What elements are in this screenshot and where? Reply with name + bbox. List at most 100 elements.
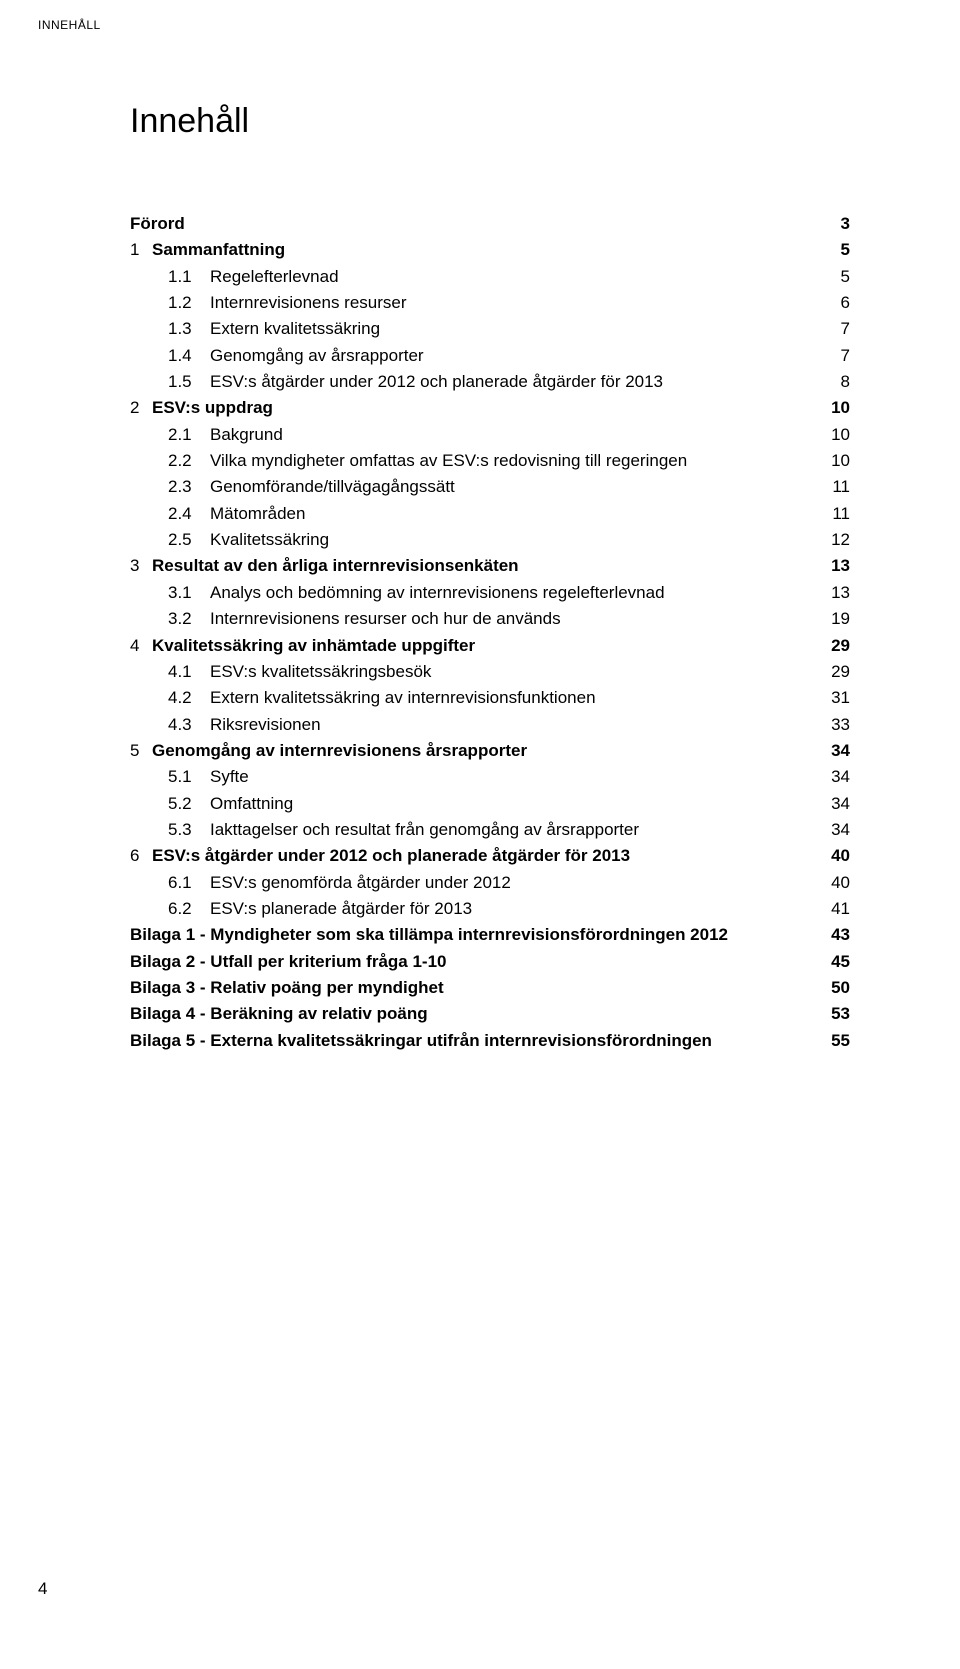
toc-entry: 2.1Bakgrund10 bbox=[130, 422, 850, 448]
toc-entry-number: 1.4 bbox=[168, 343, 210, 369]
toc-entry: Bilaga 4 - Beräkning av relativ poäng53 bbox=[130, 1001, 850, 1027]
toc-entry-page: 13 bbox=[829, 580, 850, 606]
toc-entry-page: 12 bbox=[829, 527, 850, 553]
toc-entry-text: Bilaga 4 - Beräkning av relativ poäng bbox=[130, 1004, 428, 1023]
toc-entry-label: 4.1ESV:s kvalitetssäkringsbesök bbox=[168, 659, 431, 685]
toc-entry-text: Extern kvalitetssäkring av internrevisio… bbox=[210, 688, 596, 707]
toc-entry-label: 5.2Omfattning bbox=[168, 791, 293, 817]
toc-entry: 2.2Vilka myndigheter omfattas av ESV:s r… bbox=[130, 448, 850, 474]
toc-entry: 2ESV:s uppdrag 10 bbox=[130, 395, 850, 421]
toc-entry: 1.4Genomgång av årsrapporter 7 bbox=[130, 343, 850, 369]
toc-entry-label: 6.1ESV:s genomförda åtgärder under 2012 bbox=[168, 870, 511, 896]
toc-entry-label: 2.1Bakgrund bbox=[168, 422, 283, 448]
toc-entry-text: ESV:s planerade åtgärder för 2013 bbox=[210, 899, 472, 918]
toc-entry-number: 1.2 bbox=[168, 290, 210, 316]
toc-entry-page: 45 bbox=[829, 949, 850, 975]
toc-entry-page: 55 bbox=[829, 1028, 850, 1054]
toc-entry: 2.5Kvalitetssäkring 12 bbox=[130, 527, 850, 553]
toc-entry-page: 34 bbox=[829, 791, 850, 817]
toc-entry: Bilaga 5 - Externa kvalitetssäkringar ut… bbox=[130, 1028, 850, 1054]
toc-entry-page: 41 bbox=[829, 896, 850, 922]
toc-entry-text: Förord bbox=[130, 214, 185, 233]
toc-entry: 5.1Syfte34 bbox=[130, 764, 850, 790]
toc-entry-number: 2 bbox=[130, 395, 152, 421]
toc-entry-label: 3.1Analys och bedömning av internrevisio… bbox=[168, 580, 665, 606]
toc-entry-page: 50 bbox=[829, 975, 850, 1001]
toc-entry-number: 2.1 bbox=[168, 422, 210, 448]
toc-entry-label: 3.2Internrevisionens resurser och hur de… bbox=[168, 606, 561, 632]
toc-entry-number: 4.1 bbox=[168, 659, 210, 685]
toc-entry-label: 2.4Mätområden bbox=[168, 501, 305, 527]
toc-entry-text: Bilaga 3 - Relativ poäng per myndighet bbox=[130, 978, 444, 997]
toc-entry: 4.1ESV:s kvalitetssäkringsbesök 29 bbox=[130, 659, 850, 685]
toc-entry: 4Kvalitetssäkring av inhämtade uppgifter… bbox=[130, 633, 850, 659]
toc-entry: 3.1Analys och bedömning av internrevisio… bbox=[130, 580, 850, 606]
toc-entry-text: Internrevisionens resurser bbox=[210, 293, 407, 312]
toc-entry: 1.5ESV:s åtgärder under 2012 och planera… bbox=[130, 369, 850, 395]
toc-entry: 1.2Internrevisionens resurser6 bbox=[130, 290, 850, 316]
toc-entry-number: 5.1 bbox=[168, 764, 210, 790]
toc-entry-page: 7 bbox=[839, 316, 850, 342]
toc-entry-number: 5.3 bbox=[168, 817, 210, 843]
toc-entry-label: 6.2ESV:s planerade åtgärder för 2013 bbox=[168, 896, 472, 922]
toc-entry-label: 5.1Syfte bbox=[168, 764, 249, 790]
toc-entry-number: 6.1 bbox=[168, 870, 210, 896]
toc-entry-label: Bilaga 3 - Relativ poäng per myndighet bbox=[130, 975, 444, 1001]
toc-entry: Bilaga 3 - Relativ poäng per myndighet 50 bbox=[130, 975, 850, 1001]
toc-entry-label: 1.2Internrevisionens resurser bbox=[168, 290, 407, 316]
toc-entry-text: Omfattning bbox=[210, 794, 293, 813]
toc-entry-page: 31 bbox=[829, 685, 850, 711]
toc-entry-text: Genomförande/tillvägagångssätt bbox=[210, 477, 455, 496]
toc-entry-page: 11 bbox=[830, 474, 850, 500]
toc-entry-number: 1.1 bbox=[168, 264, 210, 290]
toc-entry: 3.2Internrevisionens resurser och hur de… bbox=[130, 606, 850, 632]
toc-entry-page: 33 bbox=[829, 712, 850, 738]
toc-entry-text: Vilka myndigheter omfattas av ESV:s redo… bbox=[210, 451, 687, 470]
toc-entry-text: Bilaga 1 - Myndigheter som ska tillämpa … bbox=[130, 925, 728, 944]
toc-entry-page: 8 bbox=[839, 369, 850, 395]
toc-entry-number: 6 bbox=[130, 843, 152, 869]
toc-entry: 5.2Omfattning 34 bbox=[130, 791, 850, 817]
toc-entry-number: 3.1 bbox=[168, 580, 210, 606]
toc-entry-text: Bilaga 2 - Utfall per kriterium fråga 1-… bbox=[130, 952, 447, 971]
page-title: Innehåll bbox=[130, 102, 850, 141]
toc-entry-label: 2ESV:s uppdrag bbox=[130, 395, 273, 421]
toc-entry-label: 5.3Iakttagelser och resultat från genomg… bbox=[168, 817, 639, 843]
toc-entry-number: 1.5 bbox=[168, 369, 210, 395]
toc-entry-label: Bilaga 4 - Beräkning av relativ poäng bbox=[130, 1001, 428, 1027]
toc-entry-page: 7 bbox=[839, 343, 850, 369]
toc-entry-number: 2.2 bbox=[168, 448, 210, 474]
toc-entry: 6ESV:s åtgärder under 2012 och planerade… bbox=[130, 843, 850, 869]
toc-entry: 4.2Extern kvalitetssäkring av internrevi… bbox=[130, 685, 850, 711]
toc-entry-number: 3.2 bbox=[168, 606, 210, 632]
toc-entry: Bilaga 1 - Myndigheter som ska tillämpa … bbox=[130, 922, 850, 948]
toc-entry-text: ESV:s åtgärder under 2012 och planerade … bbox=[152, 846, 630, 865]
toc-entry-label: 3Resultat av den årliga internrevisionse… bbox=[130, 553, 519, 579]
toc-entry: 4.3Riksrevisionen 33 bbox=[130, 712, 850, 738]
toc-entry-number: 2.3 bbox=[168, 474, 210, 500]
running-head: INNEHÅLL bbox=[0, 0, 960, 32]
toc-entry-text: Iakttagelser och resultat från genomgång… bbox=[210, 820, 639, 839]
toc-entry-page: 3 bbox=[839, 211, 850, 237]
toc-entry-text: Regelefterlevnad bbox=[210, 267, 339, 286]
footer-page-number: 4 bbox=[38, 1579, 47, 1599]
toc-entry-label: 5Genomgång av internrevisionens årsrappo… bbox=[130, 738, 527, 764]
toc-entry-label: 2.5Kvalitetssäkring bbox=[168, 527, 329, 553]
toc-entry-label: 1.3Extern kvalitetssäkring bbox=[168, 316, 380, 342]
toc-entry-text: Genomgång av årsrapporter bbox=[210, 346, 424, 365]
toc-entry-page: 11 bbox=[830, 501, 850, 527]
toc-entry-label: 2.2Vilka myndigheter omfattas av ESV:s r… bbox=[168, 448, 687, 474]
toc-entry-label: 4.3Riksrevisionen bbox=[168, 712, 321, 738]
toc-entry-text: Riksrevisionen bbox=[210, 715, 321, 734]
toc-entry: 2.3Genomförande/tillvägagångssätt 11 bbox=[130, 474, 850, 500]
toc-entry-text: ESV:s kvalitetssäkringsbesök bbox=[210, 662, 431, 681]
toc-entry: 6.1ESV:s genomförda åtgärder under 20124… bbox=[130, 870, 850, 896]
toc-entry-text: Resultat av den årliga internrevisionsen… bbox=[152, 556, 519, 575]
toc-entry-text: Analys och bedömning av internrevisionen… bbox=[210, 583, 665, 602]
toc-entry-page: 29 bbox=[829, 659, 850, 685]
toc-entry-page: 10 bbox=[829, 395, 850, 421]
toc-entry: Bilaga 2 - Utfall per kriterium fråga 1-… bbox=[130, 949, 850, 975]
toc-entry: 5.3Iakttagelser och resultat från genomg… bbox=[130, 817, 850, 843]
toc-entry-page: 34 bbox=[829, 817, 850, 843]
toc-entry-number: 2.4 bbox=[168, 501, 210, 527]
